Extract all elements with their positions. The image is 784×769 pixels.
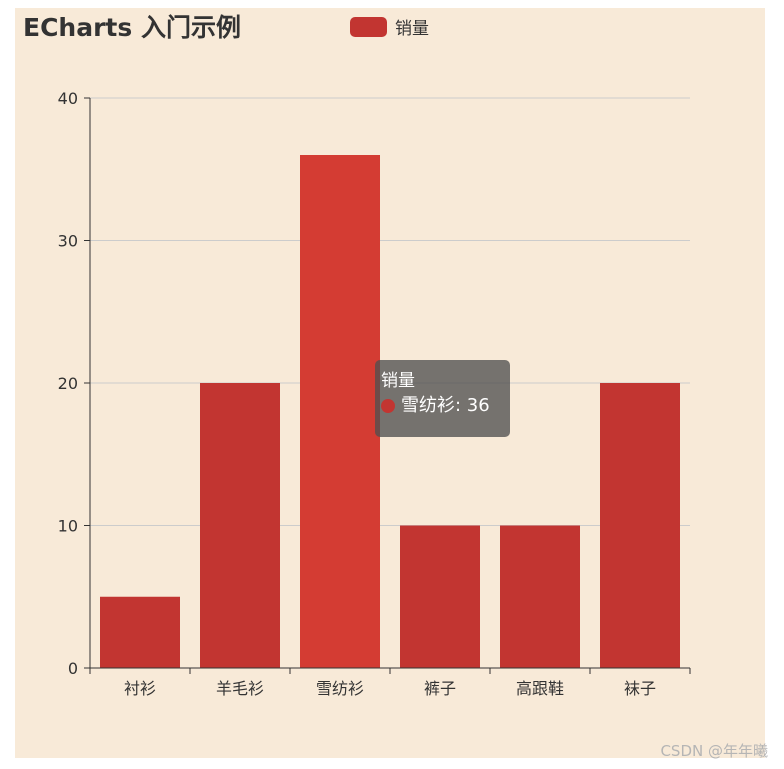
bar[interactable] [100, 596, 180, 668]
chart-title: ECharts 入门示例 [23, 13, 241, 42]
y-tick-label: 40 [58, 89, 78, 108]
tooltip-title: 销量 [381, 371, 415, 391]
bar[interactable] [300, 155, 380, 668]
bar[interactable] [600, 383, 680, 668]
legend[interactable]: 销量 [350, 14, 429, 39]
x-tick-label: 羊毛衫 [216, 679, 264, 698]
x-tick-label: 衬衫 [124, 679, 156, 698]
x-tick-label: 雪纺衫 [316, 679, 364, 698]
y-tick-label: 0 [68, 659, 78, 678]
legend-label[interactable]: 销量 [395, 19, 429, 39]
bar[interactable] [400, 525, 480, 669]
tooltip-marker [381, 399, 395, 413]
watermark: CSDN @年年曦 [660, 742, 768, 760]
tooltip-value: 雪纺衫: 36 [401, 395, 490, 416]
tooltip-row: 雪纺衫: 36 [381, 392, 510, 420]
bar[interactable] [200, 383, 280, 668]
y-tick-label: 30 [58, 232, 78, 251]
x-tick-label: 裤子 [424, 679, 456, 698]
tooltip: 销量 雪纺衫: 36 [375, 360, 510, 437]
legend-swatch[interactable] [350, 16, 387, 37]
y-tick-label: 10 [58, 517, 78, 536]
bar[interactable] [500, 525, 580, 669]
x-tick-label: 高跟鞋 [516, 679, 564, 698]
y-tick-label: 20 [58, 374, 78, 393]
x-tick-label: 袜子 [624, 679, 656, 698]
